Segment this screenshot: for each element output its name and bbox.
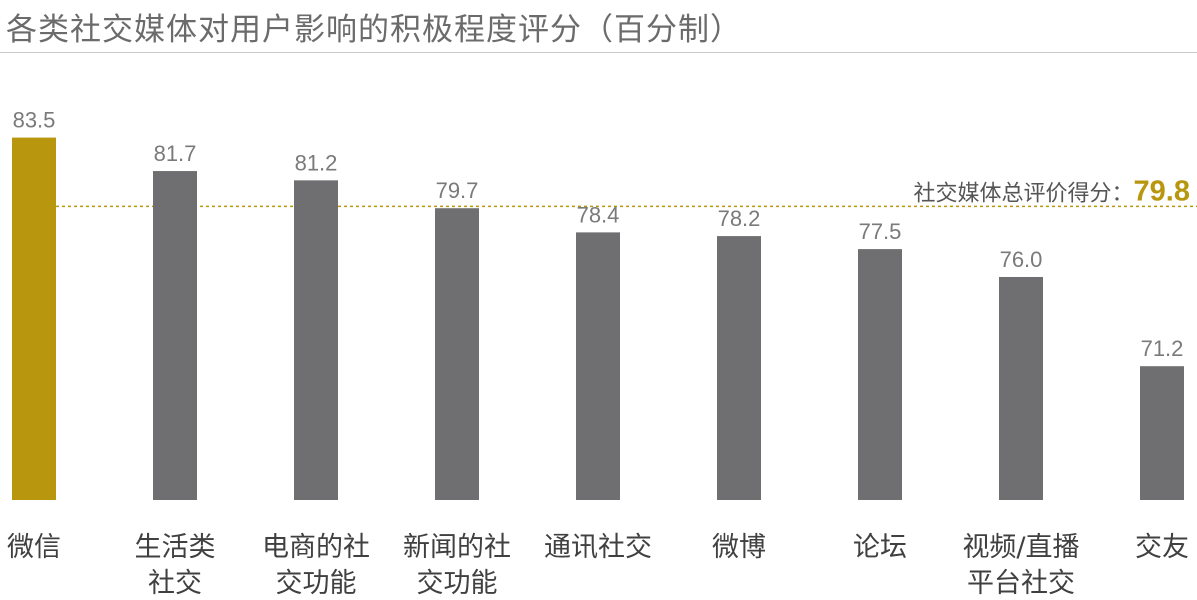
bar-value-label: 78.4 [577, 202, 620, 227]
bar-value-label: 79.7 [436, 178, 479, 203]
category-label: 交功能 [276, 568, 357, 599]
bar-value-label: 83.5 [13, 108, 56, 133]
reference-label: 社交媒体总评价得分：79.8 [914, 175, 1190, 207]
bar [576, 232, 620, 500]
bar [12, 137, 56, 500]
bar-value-label: 81.7 [154, 141, 197, 166]
reference-value: 79.8 [1134, 175, 1190, 207]
category-label: 社交 [148, 568, 202, 599]
bar [717, 236, 761, 500]
category-label: 电商的社 [262, 532, 370, 563]
bar-value-label: 76.0 [1000, 247, 1043, 272]
reference-label-text: 社交媒体总评价得分： [914, 181, 1134, 206]
chart-title: 各类社交媒体对用户影响的积极程度评分（百分制） [6, 12, 742, 48]
bar [153, 171, 197, 500]
bar-value-label: 77.5 [859, 219, 902, 244]
bar [294, 180, 338, 500]
bar-value-label: 81.2 [295, 150, 338, 175]
category-label: 交功能 [417, 568, 498, 599]
category-label: 新闻的社 [403, 532, 511, 563]
category-label: 微博 [712, 532, 766, 563]
category-label: 视频/直播 [962, 532, 1079, 563]
category-label: 交友 [1135, 532, 1189, 563]
bar-value-label: 71.2 [1141, 336, 1184, 361]
category-label: 平台社交 [967, 568, 1075, 599]
bar [435, 208, 479, 500]
category-label: 微信 [7, 532, 61, 563]
category-label: 论坛 [853, 532, 907, 563]
bar [1140, 366, 1184, 500]
category-label: 通讯社交 [544, 532, 652, 563]
title-divider [0, 52, 1197, 53]
bar [999, 276, 1043, 500]
bar-value-label: 78.2 [718, 206, 761, 231]
category-label: 生活类 [135, 532, 216, 563]
bar [858, 249, 902, 500]
